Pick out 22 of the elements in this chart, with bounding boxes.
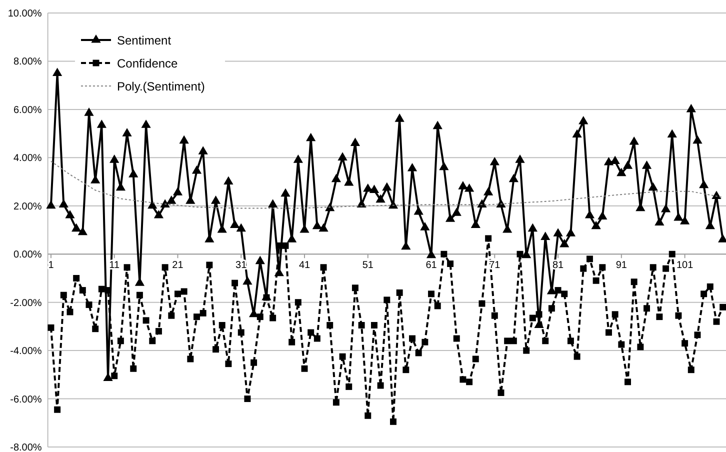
y-tick-label: 10.00% <box>8 8 42 20</box>
y-tick-label: -8.00% <box>10 442 42 452</box>
y-tick-label: -6.00% <box>10 394 42 406</box>
y-tick-label: 6.00% <box>13 104 42 116</box>
x-tick-label: 51 <box>362 260 374 272</box>
x-tick-label: 71 <box>489 260 501 272</box>
x-tick-label: 41 <box>298 260 310 272</box>
y-tick-label: 0.00% <box>13 250 42 261</box>
line-series <box>50 160 724 209</box>
legend-label: Sentiment <box>117 34 172 48</box>
x-tick-label: 21 <box>172 260 184 272</box>
x-tick-label: 1 <box>48 260 54 272</box>
x-tick-label: 91 <box>616 260 628 272</box>
x-tick-label: 101 <box>676 260 694 272</box>
y-tick-label: 4.00% <box>13 153 42 164</box>
y-tick-label: -4.00% <box>10 346 42 358</box>
x-tick-label: 61 <box>426 260 438 272</box>
legend-label: Confidence <box>117 56 178 70</box>
legend-label: Poly.(Sentiment) <box>117 80 205 94</box>
y-tick-label: 2.00% <box>13 201 42 212</box>
y-tick-label: 8.00% <box>13 56 42 68</box>
y-tick-label: -2.00% <box>10 298 42 309</box>
